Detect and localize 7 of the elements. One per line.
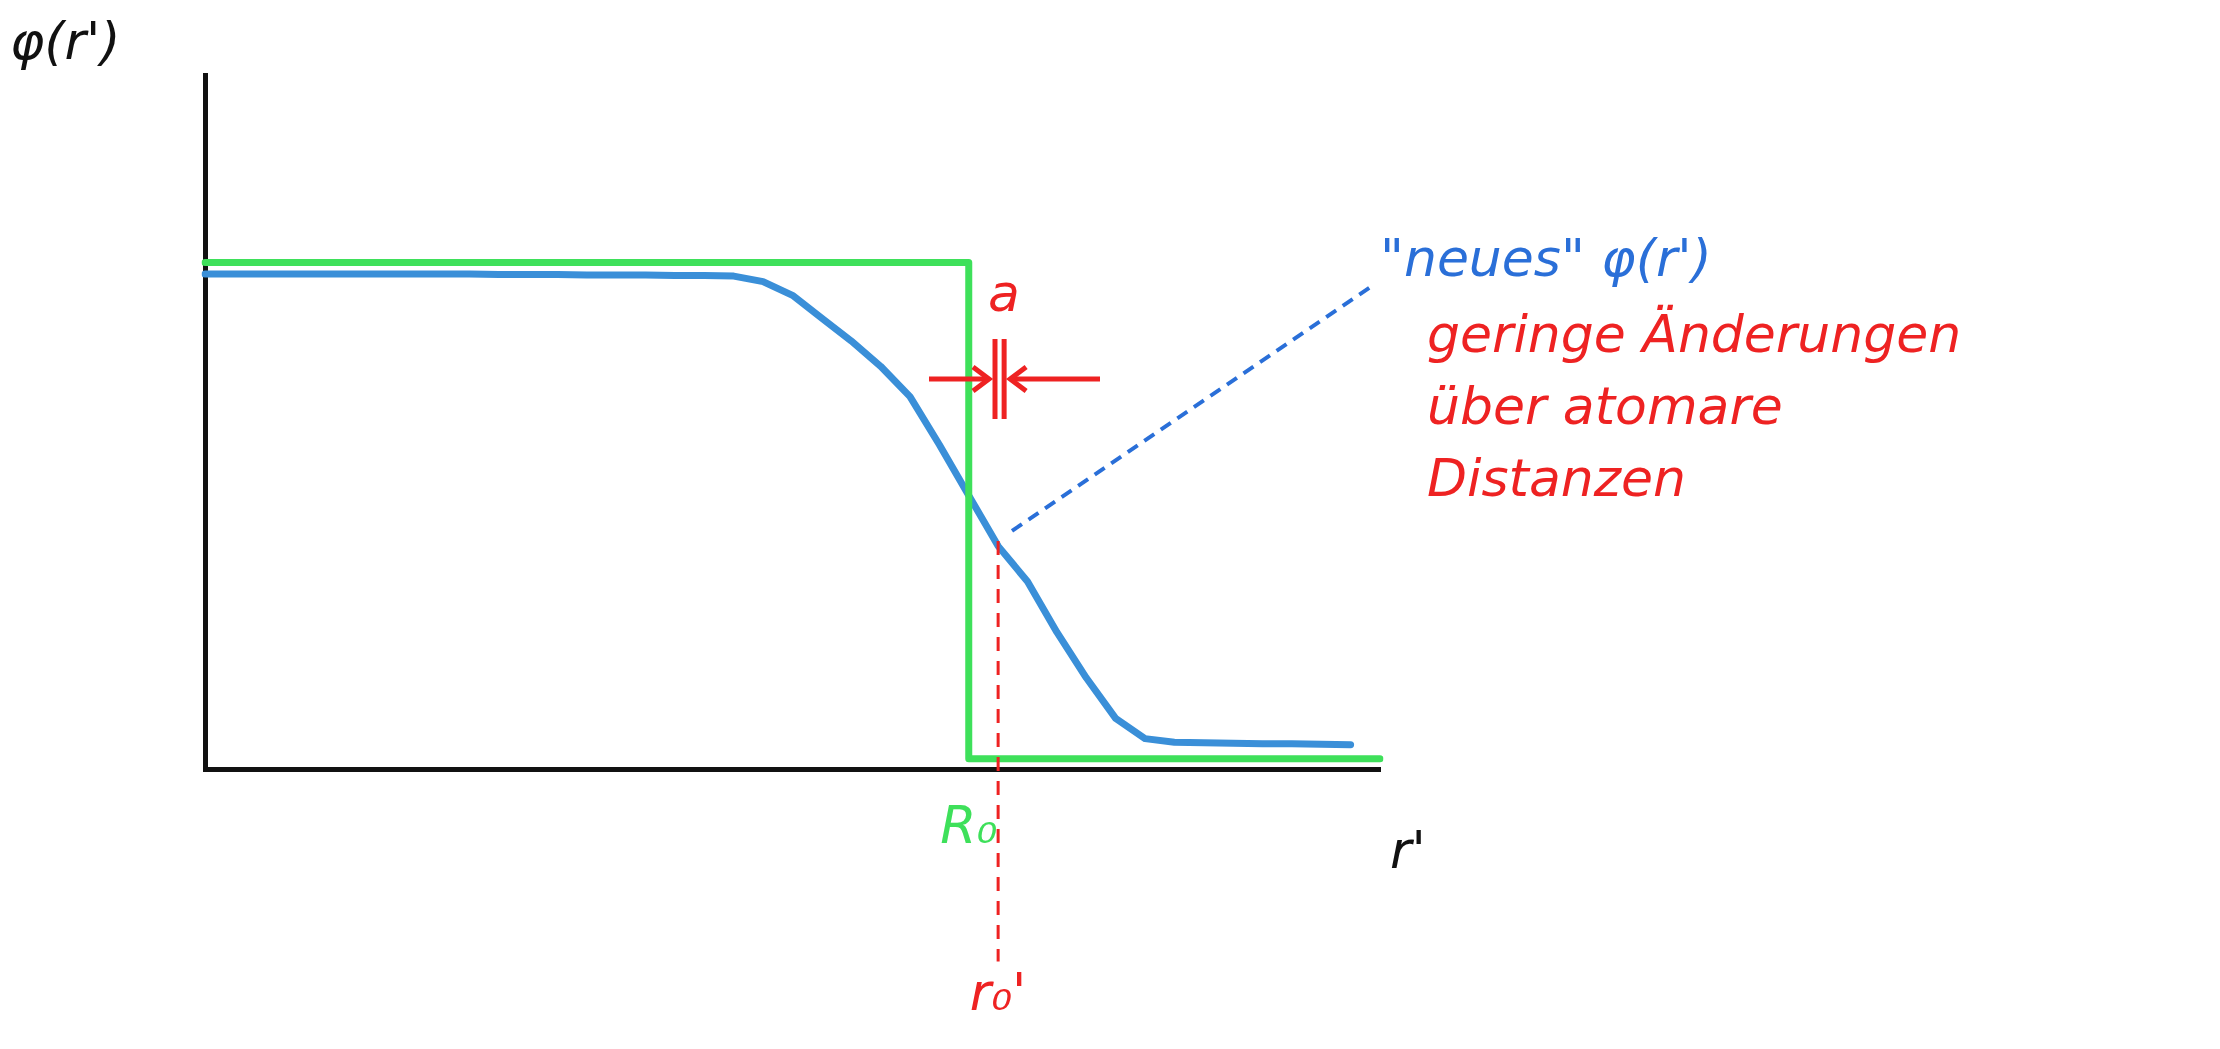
text: r₀' xyxy=(969,962,1027,1023)
text: geringe Änderungen über atomare Distanzen xyxy=(1427,303,1962,508)
y-axis-title: φ(r') xyxy=(10,10,121,71)
x-axis-title: r' xyxy=(1390,819,1426,880)
annotation: a xyxy=(988,263,1020,324)
text: R₀ xyxy=(940,795,998,856)
annotation: "neues" φ(r') xyxy=(1380,227,1712,288)
